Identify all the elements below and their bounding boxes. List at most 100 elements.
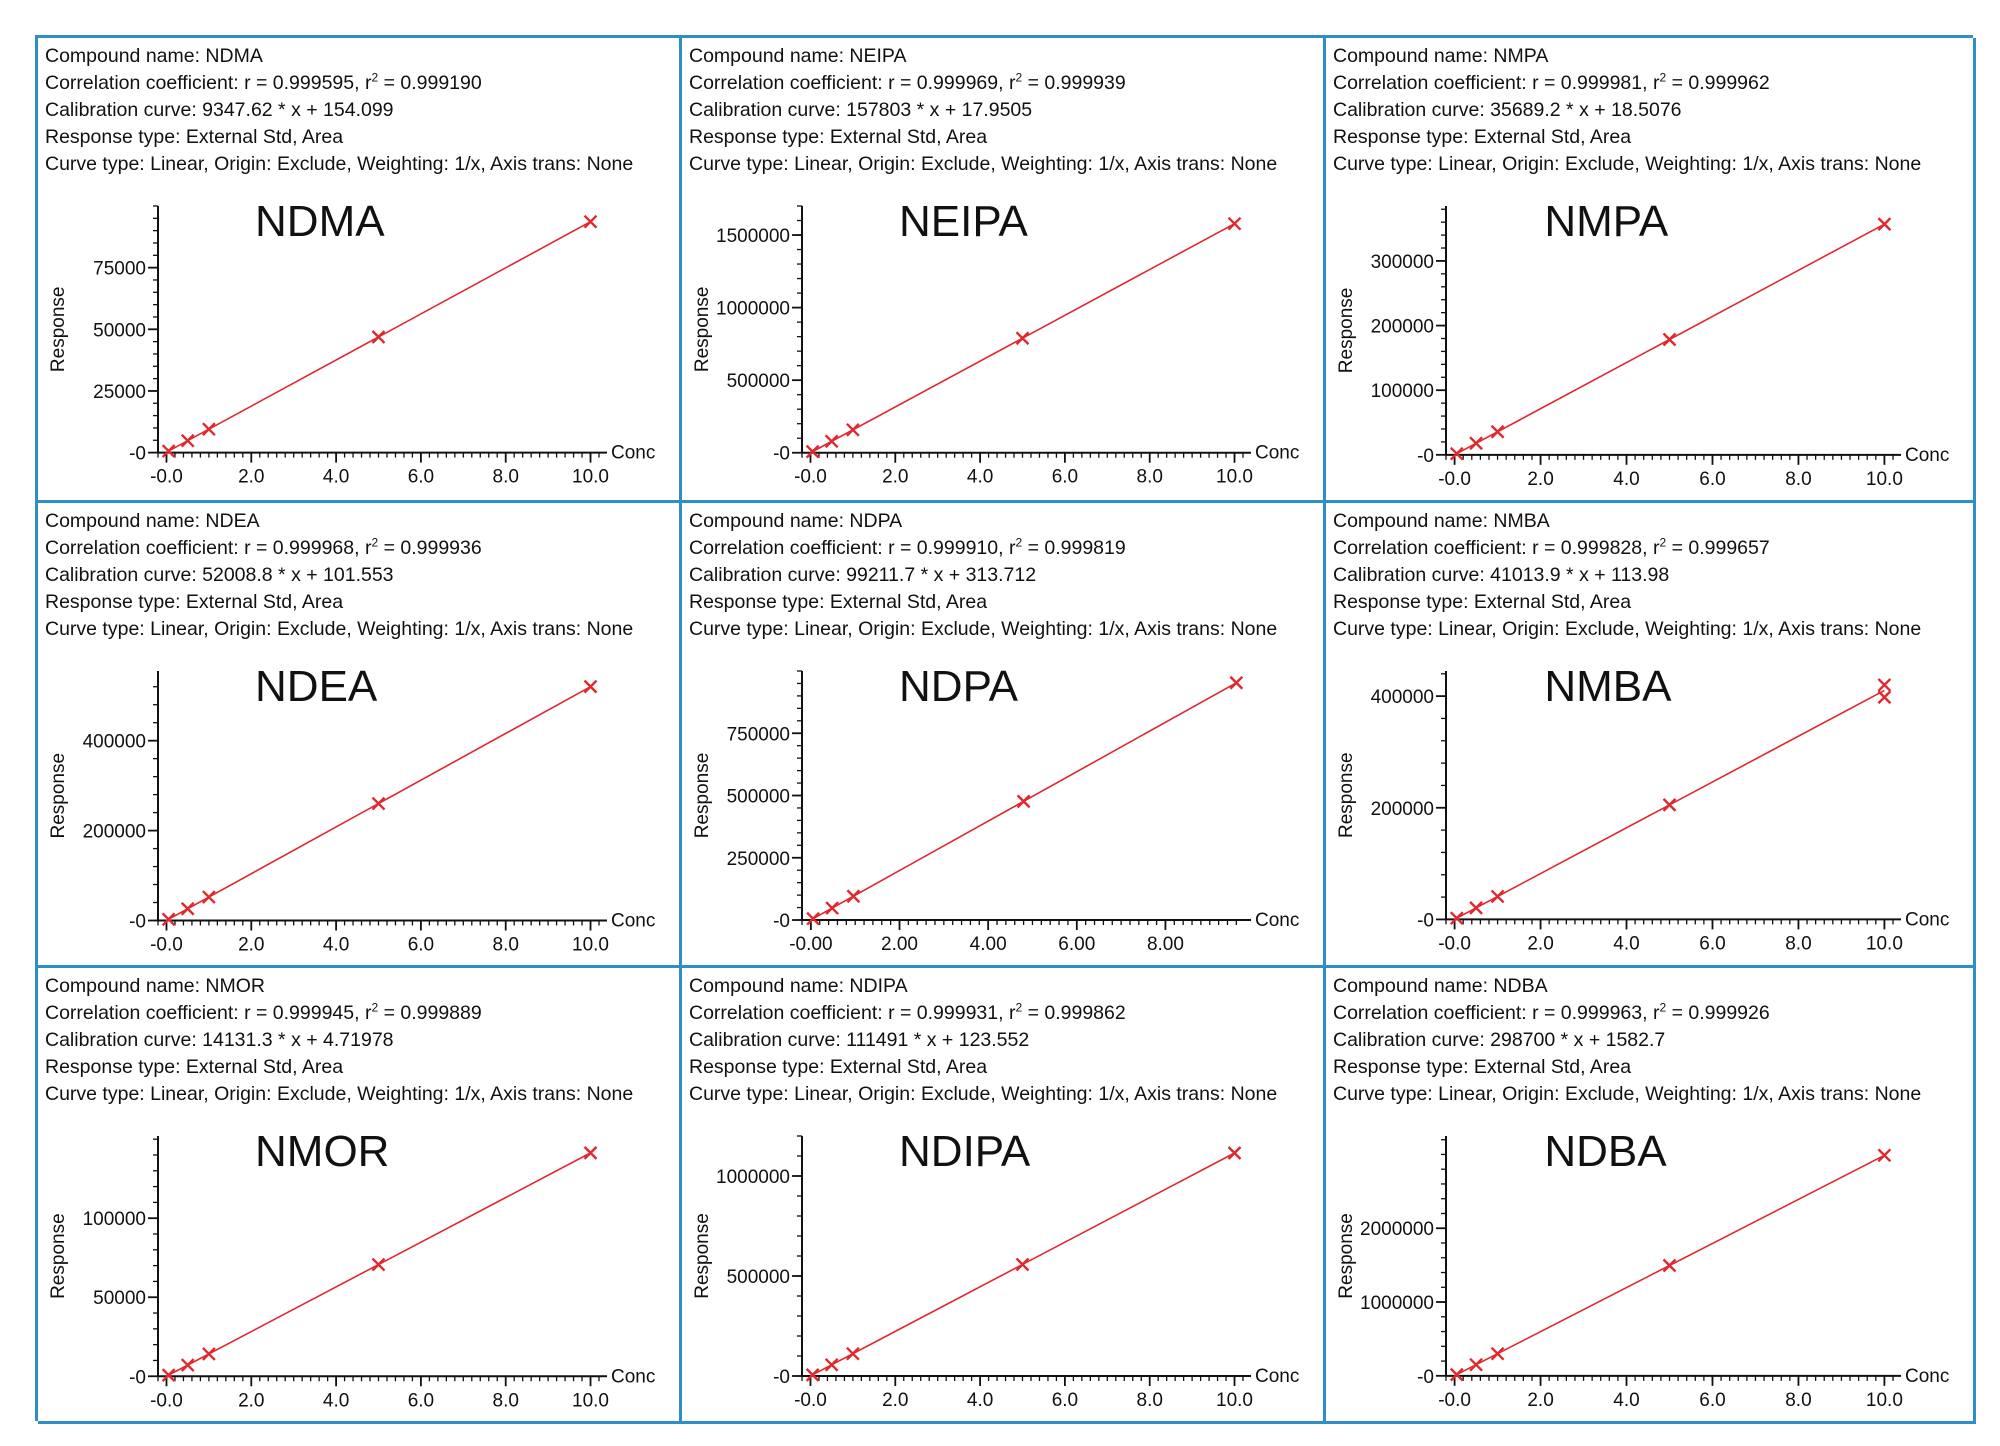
x-tick-label: 8.0 [1785,1390,1811,1411]
y-tick-label: 500000 [727,787,790,808]
x-tick-label: 2.0 [238,467,264,488]
panel-ndea: Compound name: NDEA Correlation coefficie… [38,503,682,968]
data-point [1469,436,1483,451]
y-axis-label: Response [1336,1213,1357,1299]
x-tick-label: 6.0 [1699,1390,1725,1411]
data-point [846,1346,860,1361]
calibration-curve-line: Calibration curve: 35689.2 * x + 18.5076 [1333,99,1682,121]
axes [157,1136,607,1378]
curve-type-line: Curve type: Linear, Origin: Exclude, Wei… [689,153,1278,175]
y-axis-label: Response [1336,752,1357,838]
y-tick-label: 400000 [1371,687,1434,708]
compound-info: Compound name: NMPA Correlation coefficie… [1333,43,1921,178]
compound-title: NDPA [899,662,1019,711]
x-axis-label: Conc [1255,910,1299,931]
x-tick-label: 10.0 [1216,467,1253,488]
data-point [846,422,860,437]
calibration-plot: -0.00 2.00 4.00 6.00 8.00 Conc -0 250000 500000 7… [692,662,1299,955]
data-point [180,433,195,448]
compound-name-line: Compound name: NMOR [45,975,266,997]
curve-type-line: Curve type: Linear, Origin: Exclude, Wei… [1333,618,1922,640]
y-tick-label: 400000 [83,732,146,753]
response-type-line: Response type: External Std, Area [45,126,344,148]
x-tick-label: -0.0 [150,1390,183,1411]
x-tick-label: 4.00 [970,934,1007,955]
compound-name-line: Compound name: NDPA [689,510,903,532]
response-type-line: Response type: External Std, Area [1333,591,1632,613]
panel-ndma: Compound name: NDMA Correlation coefficie… [38,38,682,503]
x-tick-label: 6.00 [1058,934,1095,955]
y-tick-label: 100000 [83,1209,146,1230]
x-tick-label: 4.0 [967,467,993,488]
x-tick-label: -0.0 [150,935,183,956]
compound-name-line: Compound name: NEIPA [689,45,907,67]
data-point [161,912,176,927]
compound-info: Compound name: NDBA Correlation coefficie… [1333,973,1921,1108]
data-point [1227,1146,1242,1160]
x-tick-label: 10.0 [1866,469,1903,490]
superscript-2: 2 [1015,1000,1023,1015]
curve-type-line: Curve type: Linear, Origin: Exclude, Wei… [45,618,634,640]
panel-ndipa: Compound name: NDIPA Correlation coeffici… [682,968,1326,1424]
axes [1445,671,1901,921]
data-point [824,1357,839,1372]
response-type-line: Response type: External Std, Area [1333,1056,1632,1078]
data-point [371,796,386,811]
data-point [161,444,176,458]
curve-type-line: Curve type: Linear, Origin: Exclude, Wei… [45,1083,634,1105]
axes [801,671,1251,922]
superscript-2: 2 [1659,70,1667,85]
data-point [1016,794,1031,809]
x-tick-label: -0.0 [1438,933,1471,954]
correlation-line: Correlation coefficient: r = 0.999828, r… [1333,535,1770,560]
data-point [371,330,386,344]
data-point [806,911,820,926]
x-tick-label: -0.0 [1438,1390,1471,1411]
x-tick-label: 4.0 [1613,1390,1639,1411]
compound-name-line: Compound name: NDIPA [689,975,908,997]
y-axis-label: Response [48,287,69,373]
y-axis-label: Response [692,753,713,839]
data-point [1877,1148,1892,1163]
compound-name-line: Compound name: NDMA [45,45,263,67]
y-tick-label: -0 [773,444,790,465]
correlation-line: Correlation coefficient: r = 0.999595, r… [45,70,482,95]
x-axis-label: Conc [611,1366,655,1387]
data-point [1490,889,1505,904]
x-axis-label: Conc [1905,445,1949,466]
axes [1445,206,1901,456]
correlation-line: Correlation coefficient: r = 0.999945, r… [45,1000,482,1025]
x-tick-label: 6.0 [1699,933,1725,954]
x-tick-label: 10.0 [1216,1390,1253,1411]
y-tick-label: -0 [773,911,790,932]
data-point [1227,216,1242,231]
correlation-line: Correlation coefficient: r = 0.999963, r… [1333,1000,1770,1025]
x-tick-label: 2.0 [882,1390,908,1411]
y-tick-label: 200000 [1371,317,1434,338]
data-point [1877,690,1892,705]
data-point [846,889,861,904]
calibration-curve-line: Calibration curve: 41013.9 * x + 113.98 [1333,564,1670,586]
y-axis-label: Response [692,287,713,373]
y-tick-label: 1500000 [716,226,790,247]
compound-title: NMPA [1544,197,1669,246]
y-tick-label: 250000 [727,849,790,870]
x-axis-label: Conc [1905,1366,1949,1387]
y-tick-label: 1000000 [1360,1293,1434,1314]
x-axis-label: Conc [611,911,655,932]
superscript-2: 2 [371,1000,379,1015]
data-point [1449,446,1464,461]
x-tick-label: 2.00 [881,934,918,955]
data-point [202,890,216,904]
correlation-line: Correlation coefficient: r = 0.999969, r… [689,70,1126,95]
calibration-grid: Compound name: NDMA Correlation coefficie… [35,35,1976,1424]
data-point [1449,911,1464,926]
curve-type-line: Curve type: Linear, Origin: Exclude, Wei… [1333,1083,1922,1105]
x-tick-label: -0.0 [794,1390,827,1411]
y-tick-label: -0 [1417,910,1434,931]
y-tick-label: 750000 [727,724,790,745]
y-tick-label: 1000000 [716,299,790,320]
